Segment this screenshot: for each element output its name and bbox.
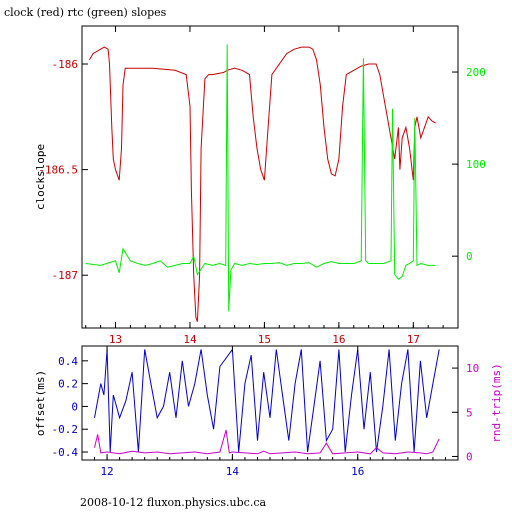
plot-frame xyxy=(81,345,459,461)
right-axis-label: rnd-trip(ms) xyxy=(490,363,503,442)
chart-title: clock (red) rtc (green) slopes xyxy=(4,6,167,19)
left-axis-label: clockslope xyxy=(34,144,47,210)
left-tick-label: -186 xyxy=(52,58,79,71)
x-tick-label: 16 xyxy=(351,465,364,478)
x-tick-label: 13 xyxy=(109,333,122,346)
footer-text: 2008-10-12 fluxon.physics.ubc.ca xyxy=(80,496,267,509)
green-series-line xyxy=(85,44,436,312)
right-tick-label: 0 xyxy=(466,250,473,263)
x-tick-label: 17 xyxy=(407,333,420,346)
bottom-panel: 12 14 16 0.4 0.2 0 -0.2 -0.4 10 5 0 offset(ms) rnd-t… xyxy=(34,345,503,478)
magenta-series-line xyxy=(94,429,440,455)
plot-frame xyxy=(81,25,459,329)
x-tick-label: 12 xyxy=(100,465,113,478)
blue-series-line xyxy=(94,347,440,453)
left-tick-label: -0.4 xyxy=(52,446,79,459)
right-tick-label: 200 xyxy=(466,66,486,79)
x-tick-label: 14 xyxy=(183,333,197,346)
left-tick-label: -0.2 xyxy=(52,423,79,436)
left-axis-label: offset(ms) xyxy=(34,370,47,436)
left-tick-label: -187 xyxy=(52,269,79,282)
right-tick-label: 5 xyxy=(466,406,473,419)
x-tick-label: 16 xyxy=(332,333,345,346)
left-tick-label: 0 xyxy=(71,400,78,413)
left-tick-label: 0.2 xyxy=(58,378,78,391)
left-tick-label: -186.5 xyxy=(38,164,78,177)
x-tick-label: 14 xyxy=(226,465,240,478)
top-panel: 13 14 15 16 17 -186 -186.5 -187 200 100 0 clockslop… xyxy=(34,25,486,346)
left-tick-label: 0.4 xyxy=(58,355,78,368)
right-tick-label: 10 xyxy=(466,362,479,375)
red-series-line xyxy=(88,46,436,322)
x-tick-label: 15 xyxy=(258,333,271,346)
right-tick-label: 100 xyxy=(466,158,486,171)
right-tick-label: 0 xyxy=(466,450,473,463)
